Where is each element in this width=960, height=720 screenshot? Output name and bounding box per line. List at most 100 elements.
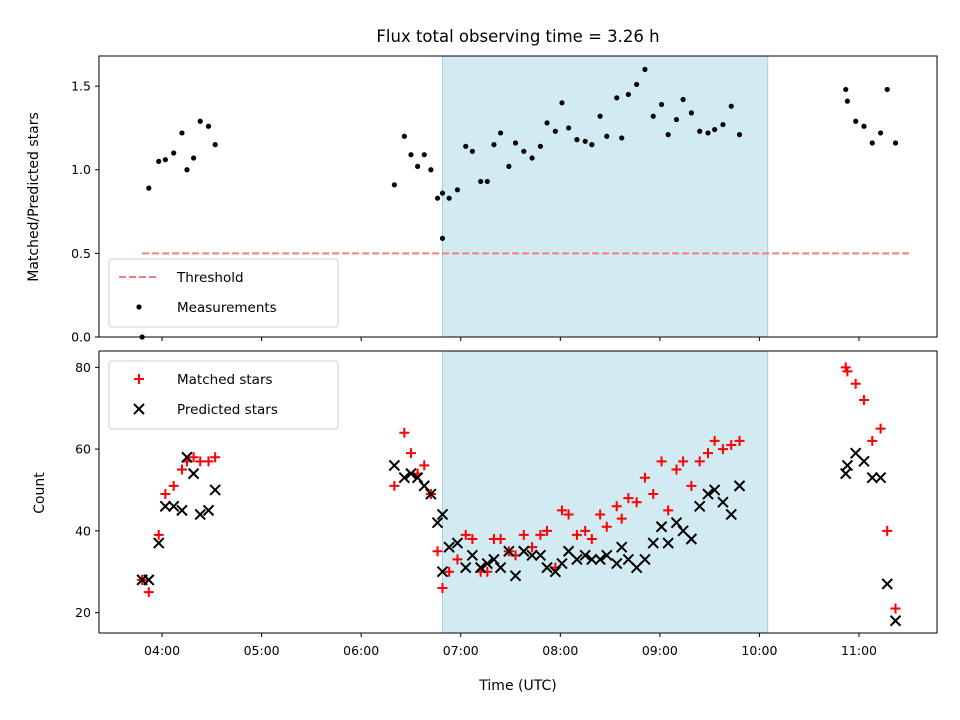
top-data-point xyxy=(497,130,504,136)
bottom-data-point xyxy=(389,480,400,491)
bottom-data-point xyxy=(411,471,424,484)
bottom-data-point xyxy=(842,366,853,377)
top-data-point xyxy=(478,178,484,185)
top-data-point xyxy=(658,101,665,108)
bottom-data-point xyxy=(586,534,597,544)
bottom-data-point xyxy=(443,541,455,553)
top-data-point xyxy=(720,121,726,128)
top-data-point xyxy=(190,155,197,161)
bottom-data-point xyxy=(503,545,515,557)
top-data-point xyxy=(877,130,884,136)
legend-entry-label: Threshold xyxy=(176,270,244,286)
bottom-data-point xyxy=(663,505,674,516)
bottom-data-point xyxy=(203,456,214,467)
bottom-data-point xyxy=(534,549,547,562)
top-data-point xyxy=(512,140,519,146)
top-data-point xyxy=(506,163,512,169)
bottom-data-point xyxy=(542,525,553,536)
bottom-y-tick-label: 80 xyxy=(75,360,91,375)
top-data-point xyxy=(650,113,656,119)
x-tick-label: 05:00 xyxy=(244,643,280,658)
top-data-point xyxy=(408,152,414,158)
bottom-data-point xyxy=(881,578,893,590)
top-data-point xyxy=(589,142,595,148)
bottom-data-point xyxy=(460,529,471,540)
bottom-series-0 xyxy=(137,362,901,614)
top-series-1 xyxy=(139,66,899,340)
bottom-data-point xyxy=(616,513,627,524)
bottom-data-point xyxy=(518,545,530,557)
top-data-point xyxy=(634,81,640,88)
bottom-data-point xyxy=(685,533,698,545)
bottom-data-point xyxy=(187,467,200,480)
top-data-point xyxy=(146,185,152,191)
legend-entry-label: Predicted stars xyxy=(177,402,278,418)
bottom-legend-box xyxy=(108,360,339,430)
legend-entry-label: Measurements xyxy=(177,300,277,316)
bottom-data-point xyxy=(437,583,448,594)
bottom-data-point xyxy=(866,471,878,484)
top-data-point xyxy=(162,157,168,163)
bottom-data-point xyxy=(867,435,878,446)
bottom-data-point xyxy=(143,574,155,586)
bottom-data-point xyxy=(889,615,902,627)
bottom-data-point xyxy=(436,508,449,521)
bottom-data-point xyxy=(639,472,650,483)
top-data-point xyxy=(665,132,671,138)
bottom-data-point xyxy=(488,553,500,566)
top-y-tick-label: 1.0 xyxy=(71,162,91,177)
top-data-point xyxy=(421,152,427,158)
bottom-data-point xyxy=(209,484,221,496)
bottom-data-point xyxy=(616,541,628,553)
top-data-point xyxy=(688,110,695,116)
bottom-data-point xyxy=(143,587,154,598)
top-data-point xyxy=(439,235,446,241)
top-data-point xyxy=(391,182,397,188)
bottom-data-point xyxy=(549,565,562,578)
top-data-point xyxy=(680,96,686,103)
bottom-data-point xyxy=(571,529,582,540)
bottom-data-point xyxy=(405,467,417,480)
top-data-point xyxy=(853,118,859,124)
top-y-tick-label: 0.5 xyxy=(71,246,91,261)
top-data-point xyxy=(463,143,469,149)
bottom-data-point xyxy=(611,501,622,512)
bottom-data-point xyxy=(425,488,437,500)
bottom-y-axis-label: Count xyxy=(32,472,48,514)
top-observing-window xyxy=(442,56,768,337)
bottom-data-point xyxy=(556,505,567,516)
top-data-point xyxy=(156,158,162,164)
bottom-data-point xyxy=(686,480,697,491)
top-data-point xyxy=(212,142,218,148)
top-data-point xyxy=(197,118,203,124)
bottom-data-point xyxy=(460,561,472,574)
top-data-point xyxy=(625,91,631,98)
bottom-observing-window xyxy=(442,351,768,633)
bottom-data-point xyxy=(432,546,443,557)
top-data-point xyxy=(484,178,490,185)
top-data-point xyxy=(673,116,680,123)
bottom-data-point xyxy=(594,553,606,566)
bottom-data-point xyxy=(436,565,449,578)
x-tick-label: 10:00 xyxy=(741,643,777,658)
bottom-data-point xyxy=(495,534,506,544)
bottom-data-point xyxy=(693,500,706,513)
x-tick-label: 06:00 xyxy=(343,643,379,658)
bottom-data-point xyxy=(678,456,689,467)
top-data-point xyxy=(843,86,849,93)
bottom-data-point xyxy=(159,500,172,513)
bottom-data-point xyxy=(875,423,886,434)
bottom-data-point xyxy=(648,489,659,500)
top-data-point xyxy=(428,167,434,173)
top-data-point xyxy=(728,103,734,109)
bottom-data-point xyxy=(850,378,861,389)
top-data-point xyxy=(179,130,185,136)
bottom-data-point xyxy=(452,554,463,565)
bottom-data-point xyxy=(647,537,659,549)
bottom-data-point xyxy=(623,493,634,504)
top-legend-box xyxy=(108,258,339,328)
x-tick-label: 08:00 xyxy=(542,643,578,658)
top-data-point xyxy=(446,195,452,201)
bottom-data-point xyxy=(579,549,591,562)
bottom-data-point xyxy=(601,549,613,562)
